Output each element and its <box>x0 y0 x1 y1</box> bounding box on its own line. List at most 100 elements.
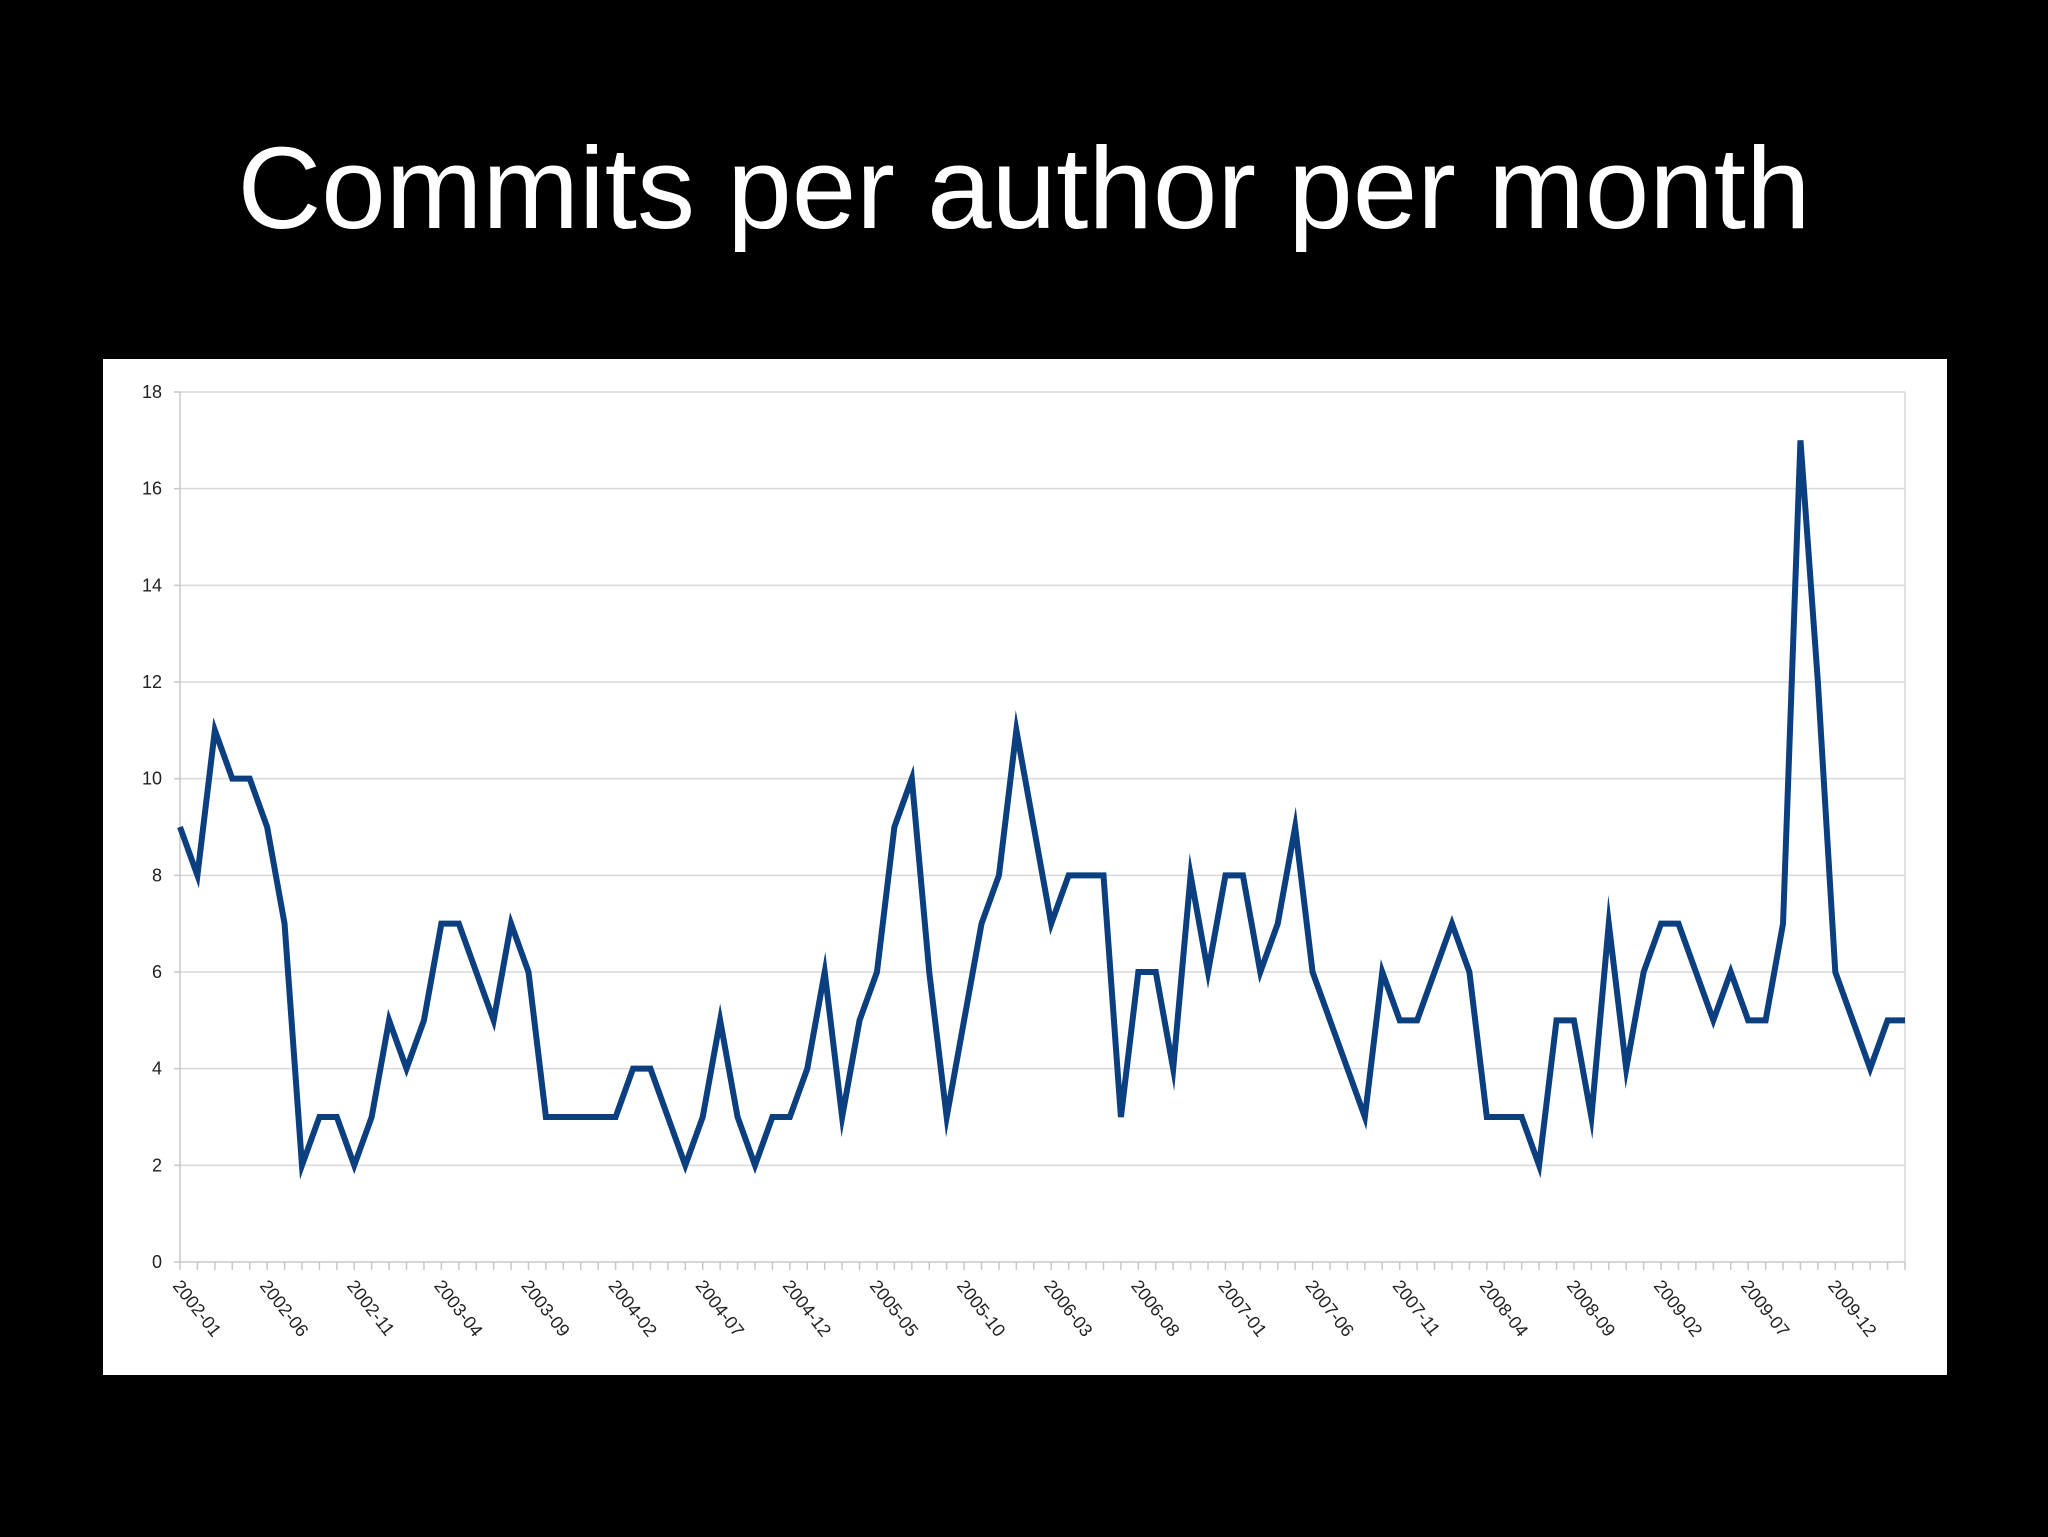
data-point <box>543 1114 549 1120</box>
slide-title: Commits per author per month <box>237 123 1811 253</box>
data-point <box>1205 969 1211 975</box>
x-tick-label: 2002-01 <box>169 1276 225 1340</box>
data-point <box>1292 824 1298 830</box>
data-point <box>630 1066 636 1072</box>
data-point <box>700 1114 706 1120</box>
data-point <box>979 921 985 927</box>
data-point <box>369 1114 375 1120</box>
data-point <box>1885 1017 1891 1023</box>
data-point <box>578 1114 584 1120</box>
x-tick-label: 2004-02 <box>604 1276 660 1340</box>
data-point <box>282 921 288 927</box>
data-point <box>1466 969 1472 975</box>
y-tick-label: 16 <box>142 479 162 499</box>
data-point <box>735 1114 741 1120</box>
data-point <box>1693 969 1699 975</box>
data-point <box>525 969 531 975</box>
data-point <box>1745 1017 1751 1023</box>
data-point <box>456 921 462 927</box>
y-tick-label: 8 <box>152 865 162 885</box>
x-tick-label: 2003-04 <box>430 1276 486 1340</box>
data-point <box>1118 1114 1124 1120</box>
x-tick-label: 2007-01 <box>1214 1276 1270 1340</box>
x-tick-label: 2003-09 <box>517 1276 573 1340</box>
x-tick-label: 2006-03 <box>1040 1276 1096 1340</box>
chart-panel: 0 2 4 6 8 10 12 14 16 18 2002-01 2002-06 2002-11 200… <box>103 359 1947 1375</box>
y-tick-label: 14 <box>142 575 162 595</box>
data-point <box>1710 1017 1716 1023</box>
y-tick-label: 18 <box>142 382 162 402</box>
y-tick-label: 0 <box>152 1252 162 1272</box>
data-point <box>1675 921 1681 927</box>
x-tick-label: 2009-12 <box>1824 1276 1880 1340</box>
data-point <box>717 1017 723 1023</box>
x-tick-label: 2005-10 <box>953 1276 1009 1340</box>
data-point <box>926 969 932 975</box>
data-point <box>1815 679 1821 685</box>
data-point <box>1850 1017 1856 1023</box>
data-point <box>595 1114 601 1120</box>
data-point <box>1083 872 1089 878</box>
data-point <box>1257 969 1263 975</box>
x-tick-label: 2004-12 <box>779 1276 835 1340</box>
data-point <box>386 1017 392 1023</box>
y-tick-labels: 0 2 4 6 8 10 12 14 16 18 <box>142 382 162 1272</box>
data-point <box>839 1114 845 1120</box>
y-tick-label: 4 <box>152 1059 162 1079</box>
x-tick-label: 2009-07 <box>1737 1276 1793 1340</box>
x-tick-label: 2004-07 <box>692 1276 748 1340</box>
data-point <box>1379 969 1385 975</box>
data-point <box>613 1114 619 1120</box>
data-point <box>1554 1017 1560 1023</box>
data-point <box>909 776 915 782</box>
y-tick-label: 6 <box>152 962 162 982</box>
data-point <box>1623 1066 1629 1072</box>
data-point <box>491 1017 497 1023</box>
data-point <box>1780 921 1786 927</box>
y-tick-label: 12 <box>142 672 162 692</box>
data-point <box>1414 1017 1420 1023</box>
data-point <box>961 1017 967 1023</box>
data-point <box>1013 727 1019 733</box>
y-tick-label: 10 <box>142 769 162 789</box>
data-point <box>1519 1114 1525 1120</box>
data-point <box>682 1162 688 1168</box>
x-tick-label: 2002-11 <box>343 1276 399 1339</box>
data-point <box>1031 824 1037 830</box>
data-point <box>752 1162 758 1168</box>
data-point <box>1275 921 1281 927</box>
data-point <box>299 1162 305 1168</box>
gridlines <box>180 391 1906 1262</box>
data-point <box>1170 1066 1176 1072</box>
data-point <box>1902 1017 1908 1023</box>
x-tick-label: 2002-06 <box>256 1276 312 1340</box>
data-point <box>944 1114 950 1120</box>
data-point <box>1536 1162 1542 1168</box>
data-point <box>264 824 270 830</box>
data-point <box>1867 1066 1873 1072</box>
data-point <box>1432 969 1438 975</box>
series <box>177 440 1908 1180</box>
data-point <box>1153 969 1159 975</box>
data-point <box>1571 1017 1577 1023</box>
data-point <box>1310 969 1316 975</box>
data-point <box>1501 1114 1507 1120</box>
data-point <box>229 776 235 782</box>
data-point <box>822 969 828 975</box>
data-point <box>1135 969 1141 975</box>
data-point <box>177 824 183 830</box>
data-point <box>1641 969 1647 975</box>
data-point <box>1449 921 1455 927</box>
data-point <box>212 727 218 733</box>
data-point <box>1588 1114 1594 1120</box>
line-chart: 0 2 4 6 8 10 12 14 16 18 2002-01 2002-06 2002-11 200… <box>142 382 1908 1341</box>
data-point <box>508 921 514 927</box>
y-tick-label: 2 <box>152 1155 162 1175</box>
data-point <box>1222 872 1228 878</box>
x-tick-label: 2009-02 <box>1650 1276 1706 1340</box>
data-point <box>194 872 200 878</box>
data-point <box>560 1114 566 1120</box>
data-point <box>438 921 444 927</box>
data-point <box>247 776 253 782</box>
data-point <box>1484 1114 1490 1120</box>
